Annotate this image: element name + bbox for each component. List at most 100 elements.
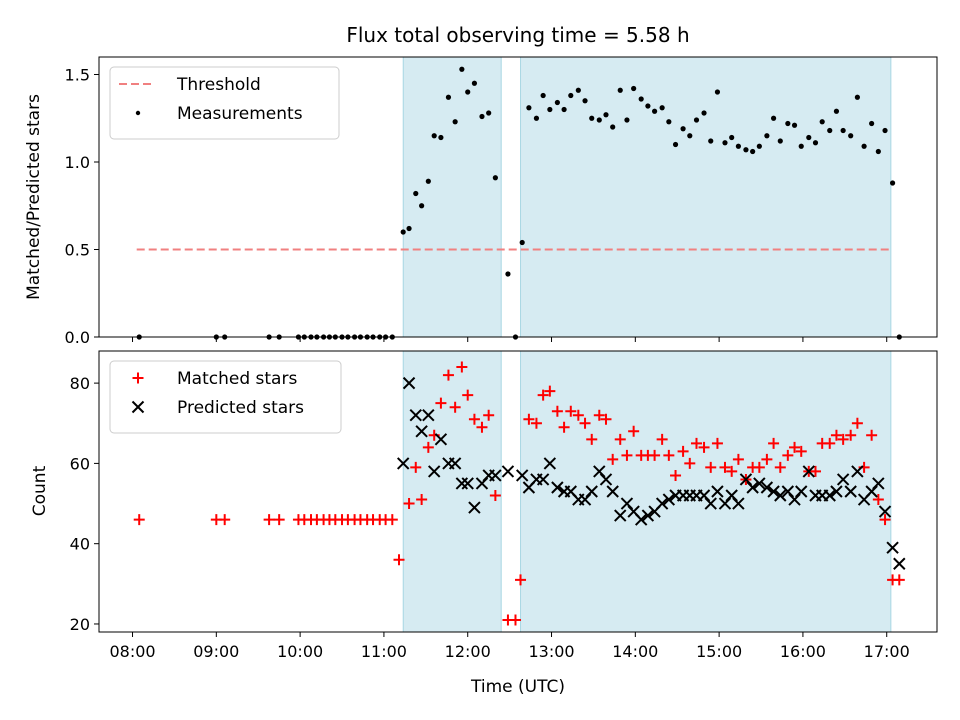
matched-stars-point — [422, 441, 434, 453]
measurements-point — [575, 87, 581, 93]
predicted-stars-point — [746, 481, 759, 494]
matched-stars-point — [586, 433, 598, 445]
matched-stars-point — [851, 417, 863, 429]
matched-stars-point — [824, 437, 836, 449]
matched-stars-point — [386, 514, 398, 526]
bottom-panel-legend: Matched stars Predicted stars — [109, 360, 342, 434]
measurements-point — [533, 115, 540, 121]
shaded-interval — [520, 56, 892, 338]
measurements-point — [645, 103, 651, 109]
matched-stars-point — [879, 514, 891, 526]
top-panel-y-ticks: 0.0 0.5 1.0 1.5 — [65, 66, 99, 347]
matched-stars-point — [442, 369, 454, 381]
predicted-stars-point — [655, 497, 669, 510]
predicted-stars-point — [536, 473, 550, 486]
predicted-stars-point — [455, 477, 469, 490]
matched-stars-point — [774, 461, 786, 473]
x-tick-label: 08:00 — [109, 642, 155, 661]
predicted-stars-point — [872, 477, 885, 490]
measurements-point — [848, 133, 854, 139]
matched-stars-point — [761, 453, 773, 465]
measurements-point — [764, 133, 770, 139]
y-tick-label: 0.5 — [65, 241, 90, 260]
matched-stars-point — [403, 498, 415, 510]
matched-stars-point — [523, 413, 535, 425]
predicted-stars-point — [543, 457, 557, 470]
predicted-stars-point — [878, 505, 892, 518]
predicted-stars-point — [515, 469, 529, 482]
matched-stars-point — [614, 433, 626, 445]
measurements-point — [431, 133, 437, 139]
predicted-stars-point — [704, 497, 717, 510]
matched-stars-point — [476, 421, 488, 433]
measurements-point — [519, 239, 525, 246]
matched-stars-point — [711, 437, 723, 449]
matched-stars-point — [456, 361, 468, 373]
matched-stars-point — [435, 397, 447, 409]
matched-stars-point — [468, 413, 480, 425]
matched-stars-point — [809, 465, 821, 477]
y-tick-label: 0.0 — [65, 328, 90, 347]
matched-stars-point — [670, 469, 682, 481]
measurements-point — [526, 105, 532, 111]
measurements-point — [722, 140, 728, 146]
legend-label: Matched stars — [177, 369, 297, 389]
matched-stars-point — [690, 437, 702, 449]
y-tick-label: 1.0 — [65, 153, 90, 172]
legend-label: Measurements — [177, 104, 303, 124]
predicted-stars-point — [599, 473, 613, 486]
matched-stars-point — [219, 514, 231, 526]
measurements-point — [479, 113, 485, 120]
legend-marker-swatch — [131, 400, 145, 414]
predicted-stars-point — [767, 485, 780, 498]
predicted-stars-point — [396, 457, 410, 470]
measurements-point — [889, 180, 896, 186]
measurements-point — [861, 143, 867, 149]
matched-stars-point — [649, 449, 661, 461]
predicted-stars-point — [448, 457, 462, 470]
matched-stars-point — [698, 441, 710, 453]
matched-stars-point — [872, 494, 884, 506]
legend-box — [109, 66, 340, 140]
predicted-stars-point — [501, 465, 515, 478]
measurements-point — [833, 108, 840, 114]
measurements-point — [672, 141, 679, 148]
predicted-stars-point — [415, 425, 428, 438]
matched-stars-point — [656, 433, 668, 445]
y-tick-label: 80 — [70, 374, 90, 393]
matched-stars-point — [893, 574, 905, 586]
predicted-stars-point — [830, 485, 843, 498]
y-tick-label: 20 — [70, 615, 90, 634]
x-tick-label: 14:00 — [612, 642, 658, 661]
measurements-point — [465, 89, 471, 95]
predicted-stars-point — [422, 409, 435, 422]
bottom-panel-y-axis-label: Count — [30, 465, 50, 516]
matched-stars-point — [263, 514, 275, 526]
top-panel-shaded-intervals — [402, 56, 892, 338]
bottom-panel: 20 40 60 80 08:00 09:00 10:00 11:00 12:00 13:00 1… — [30, 350, 938, 661]
measurements-point — [812, 140, 819, 146]
matched-stars-point — [593, 409, 605, 421]
bottom-panel-y-ticks: 20 40 60 80 — [70, 374, 99, 634]
predicted-stars-point — [886, 541, 899, 554]
matched-stars-point — [753, 461, 765, 473]
predicted-stars-point — [606, 485, 619, 498]
measurements-point — [624, 117, 630, 123]
matched-stars-point — [515, 574, 527, 586]
matched-stars-point — [732, 453, 744, 465]
legend-box — [109, 360, 342, 434]
matched-stars-point — [837, 433, 849, 445]
x-tick-label: 15:00 — [696, 642, 742, 661]
measurements-point — [770, 115, 777, 121]
matched-stars-point — [866, 429, 878, 441]
predicted-stars-point — [823, 489, 836, 502]
measurements-point — [798, 143, 804, 149]
matched-stars-point — [565, 405, 577, 417]
matched-stars-point — [393, 554, 405, 566]
predicted-stars-point — [409, 409, 422, 422]
matched-stars-point — [579, 417, 591, 429]
matched-stars-point — [410, 461, 422, 473]
measurements-point — [419, 203, 425, 209]
matched-stars-point — [544, 385, 556, 397]
top-panel-x-ticks — [132, 337, 888, 342]
